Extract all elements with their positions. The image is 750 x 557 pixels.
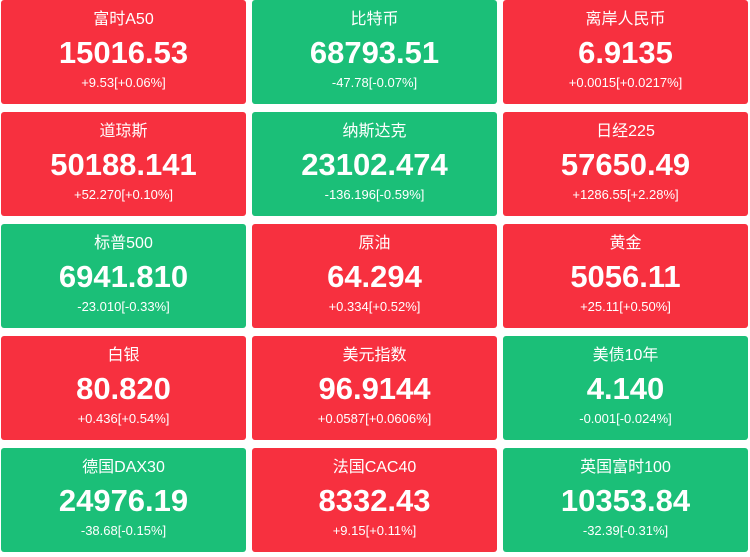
quote-tile[interactable]: 美元指数 96.9144 +0.0587[+0.0606%] — [252, 336, 497, 440]
quote-name: 纳斯达克 — [342, 123, 407, 140]
quote-name: 白银 — [107, 347, 140, 364]
quote-name: 美债10年 — [592, 347, 659, 364]
quote-change: -136.196[-0.59%] — [324, 187, 425, 202]
quote-price: 24976.19 — [58, 483, 189, 518]
quote-tile[interactable]: 标普500 6941.810 -23.010[-0.33%] — [1, 224, 246, 328]
quote-price: 10353.84 — [560, 483, 691, 518]
quote-tile[interactable]: 德国DAX30 24976.19 -38.68[-0.15%] — [1, 448, 246, 552]
quote-name: 日经225 — [596, 123, 655, 140]
quote-change: +1286.55[+2.28%] — [572, 187, 679, 202]
quote-price: 5056.11 — [570, 259, 681, 294]
quote-name: 法国CAC40 — [332, 459, 417, 476]
quote-price: 68793.51 — [309, 35, 440, 70]
quote-tile[interactable]: 黄金 5056.11 +25.11[+0.50%] — [503, 224, 748, 328]
quote-change: -0.001[-0.024%] — [579, 411, 672, 426]
quote-change: -47.78[-0.07%] — [331, 75, 418, 90]
quote-price: 80.820 — [76, 371, 171, 406]
quote-name: 离岸人民币 — [585, 11, 666, 28]
quote-price: 50188.141 — [50, 147, 197, 182]
quote-change: +25.11[+0.50%] — [580, 299, 671, 314]
quote-name: 道琼斯 — [99, 123, 148, 140]
quote-name: 美元指数 — [342, 347, 407, 364]
quote-change: +52.270[+0.10%] — [73, 187, 174, 202]
quote-change: +0.334[+0.52%] — [328, 299, 421, 314]
quote-price: 15016.53 — [58, 35, 189, 70]
quote-price: 23102.474 — [301, 147, 448, 182]
quote-price: 4.140 — [586, 371, 665, 406]
quote-name: 原油 — [358, 235, 391, 252]
quote-price: 64.294 — [327, 259, 422, 294]
quote-change: -38.68[-0.15%] — [80, 523, 167, 538]
quote-tile[interactable]: 美债10年 4.140 -0.001[-0.024%] — [503, 336, 748, 440]
quote-tile[interactable]: 道琼斯 50188.141 +52.270[+0.10%] — [1, 112, 246, 216]
quote-tile[interactable]: 富时A50 15016.53 +9.53[+0.06%] — [1, 0, 246, 104]
quote-change: +0.0015[+0.0217%] — [568, 75, 683, 90]
quote-tile[interactable]: 原油 64.294 +0.334[+0.52%] — [252, 224, 497, 328]
quote-price: 6.9135 — [578, 35, 673, 70]
quote-name: 标普500 — [94, 235, 153, 252]
quote-change: +0.436[+0.54%] — [77, 411, 170, 426]
quote-tile[interactable]: 纳斯达克 23102.474 -136.196[-0.59%] — [252, 112, 497, 216]
quote-tile[interactable]: 日经225 57650.49 +1286.55[+2.28%] — [503, 112, 748, 216]
quote-change: -32.39[-0.31%] — [582, 523, 669, 538]
quote-tile[interactable]: 比特币 68793.51 -47.78[-0.07%] — [252, 0, 497, 104]
quote-tile[interactable]: 英国富时100 10353.84 -32.39[-0.31%] — [503, 448, 748, 552]
quote-name: 黄金 — [609, 235, 642, 252]
quote-tile[interactable]: 白银 80.820 +0.436[+0.54%] — [1, 336, 246, 440]
quote-name: 富时A50 — [93, 11, 154, 28]
quote-change: +9.15[+0.11%] — [332, 523, 417, 538]
quote-name: 德国DAX30 — [82, 459, 165, 476]
quote-name: 英国富时100 — [580, 459, 671, 476]
quote-change: +0.0587[+0.0606%] — [317, 411, 432, 426]
quote-price: 57650.49 — [560, 147, 691, 182]
quote-price: 96.9144 — [318, 371, 431, 406]
quote-price: 8332.43 — [318, 483, 431, 518]
quote-tile[interactable]: 法国CAC40 8332.43 +9.15[+0.11%] — [252, 448, 497, 552]
quote-name: 比特币 — [350, 11, 399, 28]
quote-change: -23.010[-0.33%] — [77, 299, 170, 314]
quote-price: 6941.810 — [58, 259, 189, 294]
quote-change: +9.53[+0.06%] — [81, 75, 166, 90]
quote-tile[interactable]: 离岸人民币 6.9135 +0.0015[+0.0217%] — [503, 0, 748, 104]
